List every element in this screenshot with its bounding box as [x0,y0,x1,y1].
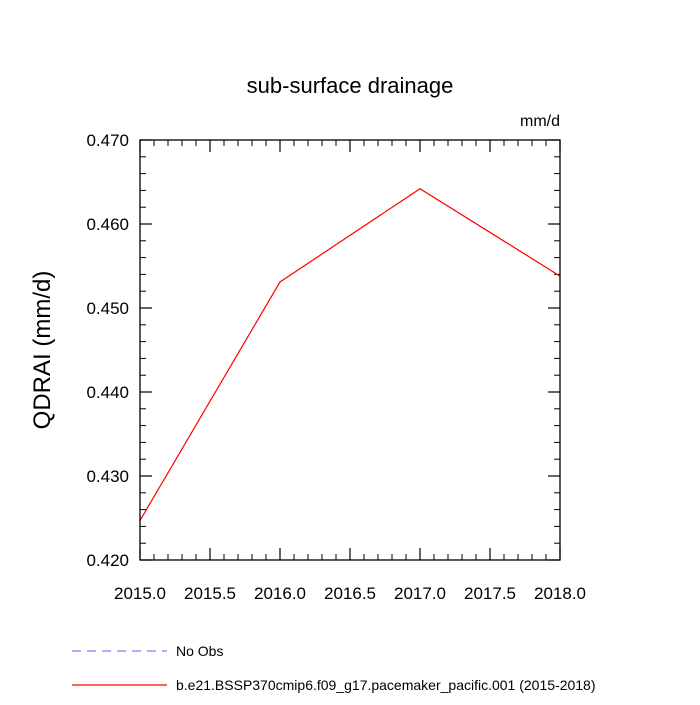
axis-ticks [140,140,560,560]
y-axis-label: QDRAI (mm/d) [29,271,56,430]
y-tick-label: 0.450 [86,299,129,318]
series-layer [140,189,560,521]
x-tick-label: 2017.0 [394,584,446,603]
y-tick-label: 0.430 [86,467,129,486]
plot-frame [140,140,560,560]
y-tick-label: 0.420 [86,551,129,570]
y-tick-label: 0.460 [86,215,129,234]
y-tick-label: 0.470 [86,131,129,150]
x-tick-label: 2016.0 [254,584,306,603]
x-tick-label: 2015.5 [184,584,236,603]
x-tick-label: 2018.0 [534,584,586,603]
x-tick-label: 2015.0 [114,584,166,603]
x-tick-label: 2016.5 [324,584,376,603]
legend-label: No Obs [176,643,223,659]
chart-title: sub-surface drainage [247,73,454,98]
x-tick-label: 2017.5 [464,584,516,603]
legend: No Obs b.e21.BSSP370cmip6.f09_g17.pacemak… [72,643,596,693]
tick-labels: 2015.0 2015.5 2016.0 2016.5 2017.0 2017.5 2018… [86,131,586,603]
units-label: mm/d [520,113,560,130]
series-line [140,189,560,521]
y-tick-label: 0.440 [86,383,129,402]
legend-label: b.e21.BSSP370cmip6.f09_g17.pacemaker_pac… [176,677,596,693]
